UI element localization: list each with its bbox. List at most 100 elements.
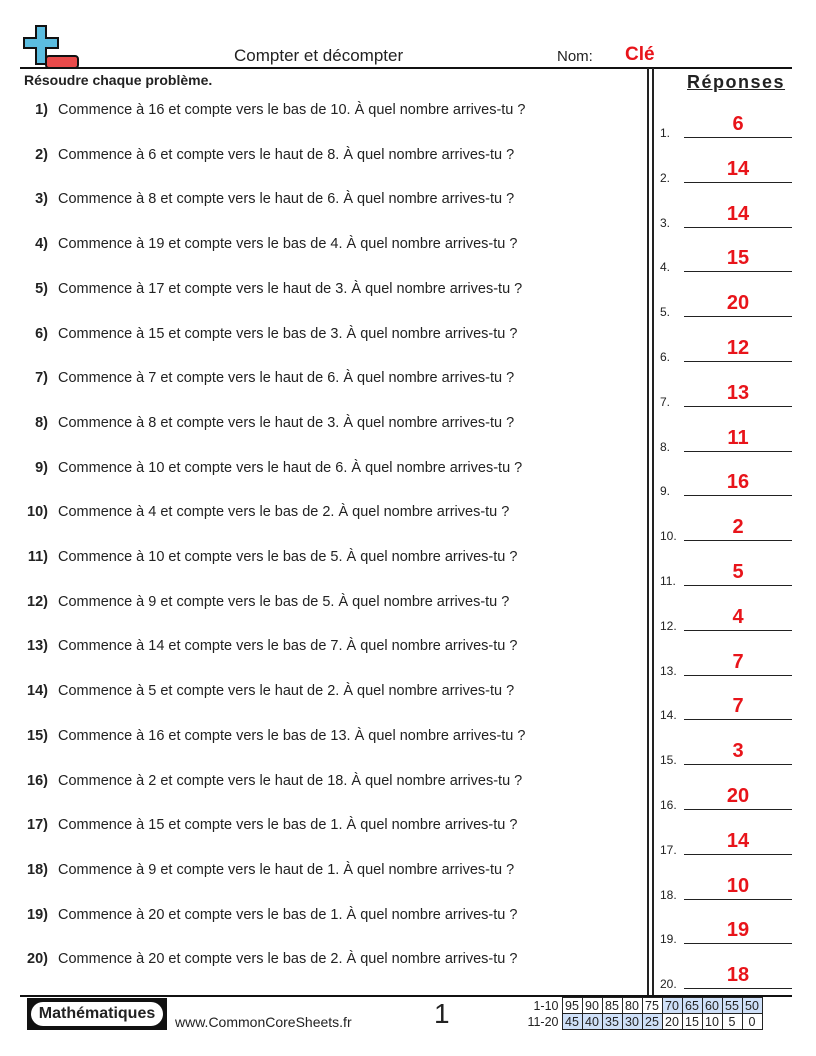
score-cell: 0 bbox=[741, 1013, 763, 1030]
column-divider bbox=[652, 68, 654, 996]
answer-item: 2. 14 bbox=[660, 158, 792, 185]
score-cell: 80 bbox=[621, 997, 643, 1014]
answer-value: 12 bbox=[726, 337, 750, 359]
score-row-label: 11-20 bbox=[527, 1014, 559, 1029]
answer-item: 4. 15 bbox=[660, 247, 792, 275]
score-cell: 50 bbox=[741, 997, 763, 1014]
score-row: 11-20 45 40 35 30 25 20 15 10 5 0 bbox=[524, 1013, 763, 1030]
answer-line bbox=[684, 629, 792, 631]
score-cell: 25 bbox=[641, 1013, 663, 1030]
answer-value: 5 bbox=[732, 561, 744, 583]
problem-text: Commence à 20 et compte vers le bas de 2… bbox=[58, 951, 518, 968]
name-value: Clé bbox=[625, 44, 655, 65]
problem-number: 12) bbox=[27, 593, 48, 610]
answer-number: 8. bbox=[660, 439, 671, 454]
subject-badge: Mathématiques bbox=[27, 998, 167, 1030]
problem-number: 9) bbox=[35, 459, 48, 476]
score-cell: 65 bbox=[681, 997, 703, 1014]
answer-line bbox=[684, 943, 792, 945]
problem-number: 15) bbox=[27, 727, 48, 744]
score-cell: 10 bbox=[701, 1013, 723, 1030]
score-cell: 55 bbox=[721, 997, 743, 1014]
problem-text: Commence à 15 et compte vers le bas de 3… bbox=[58, 325, 518, 342]
answer-line bbox=[684, 719, 792, 721]
problem-text: Commence à 9 et compte vers le haut de 1… bbox=[58, 861, 515, 878]
answer-number: 11. bbox=[660, 574, 676, 588]
problem-number: 16) bbox=[27, 772, 48, 789]
problem-text: Commence à 10 et compte vers le bas de 5… bbox=[58, 549, 518, 565]
problem-number: 10) bbox=[27, 504, 48, 521]
score-row-label: 1-10 bbox=[533, 998, 559, 1013]
answer-value: 19 bbox=[726, 919, 750, 942]
answer-number: 15. bbox=[660, 753, 677, 768]
answer-item: 6. 12 bbox=[660, 337, 792, 364]
answer-value: 10 bbox=[726, 874, 750, 897]
answer-value: 20 bbox=[726, 292, 750, 315]
score-cell: 70 bbox=[661, 997, 683, 1014]
score-cell: 35 bbox=[601, 1013, 623, 1030]
answer-item: 1. 6 bbox=[660, 113, 792, 140]
answer-number: 12. bbox=[660, 618, 677, 633]
problem-number: 2) bbox=[35, 146, 48, 163]
problem-number: 1) bbox=[35, 102, 48, 118]
answer-item: 13. 7 bbox=[660, 650, 792, 678]
answer-item: 11. 5 bbox=[660, 561, 792, 588]
answer-item: 3. 14 bbox=[660, 202, 792, 230]
answer-value: 2 bbox=[732, 516, 744, 539]
answer-item: 9. 16 bbox=[660, 471, 792, 498]
answer-number: 2. bbox=[660, 170, 671, 185]
answer-value: 7 bbox=[732, 650, 744, 673]
answer-value: 4 bbox=[732, 605, 744, 628]
answer-number: 19. bbox=[660, 932, 677, 947]
answer-item: 19. 19 bbox=[660, 919, 792, 947]
answer-line bbox=[684, 898, 792, 900]
problem-item: 14) Commence à 5 et compte vers le haut d… bbox=[0, 683, 514, 699]
answer-number: 10. bbox=[660, 529, 677, 544]
score-row: 1-10 95 90 85 80 75 70 65 60 55 50 bbox=[524, 997, 763, 1014]
problem-text: Commence à 8 et compte vers le haut de 6… bbox=[58, 191, 515, 208]
answer-line bbox=[684, 181, 792, 183]
answer-line bbox=[684, 316, 792, 318]
header-divider bbox=[20, 67, 792, 69]
problem-text: Commence à 10 et compte vers le haut de … bbox=[58, 459, 523, 476]
answer-line bbox=[684, 674, 792, 676]
answer-value: 13 bbox=[726, 381, 750, 404]
answer-value: 14 bbox=[726, 829, 750, 852]
problem-item: 20) Commence à 20 et compte vers le bas d… bbox=[0, 951, 517, 967]
answer-number: 7. bbox=[660, 394, 671, 409]
answer-item: 8. 11 bbox=[660, 427, 792, 454]
score-cell: 90 bbox=[581, 997, 603, 1014]
answer-line bbox=[684, 988, 792, 990]
answer-line bbox=[684, 226, 792, 228]
problem-number: 20) bbox=[27, 951, 48, 968]
answer-item: 7. 13 bbox=[660, 381, 792, 409]
answer-value: 20 bbox=[726, 785, 750, 807]
problem-item: 5) Commence à 17 et compte vers le haut d… bbox=[0, 281, 522, 297]
answer-number: 6. bbox=[660, 350, 671, 364]
problem-item: 17) Commence à 15 et compte vers le bas d… bbox=[0, 817, 517, 833]
problem-text: Commence à 4 et compte vers le bas de 2.… bbox=[58, 504, 510, 521]
answer-value: 14 bbox=[726, 202, 750, 225]
problem-text: Commence à 5 et compte vers le haut de 2… bbox=[58, 683, 515, 700]
problem-number: 6) bbox=[35, 325, 48, 342]
answer-number: 18. bbox=[660, 887, 677, 902]
answer-item: 16. 20 bbox=[660, 785, 792, 812]
answer-value: 18 bbox=[726, 964, 750, 987]
score-cell: 20 bbox=[661, 1013, 683, 1030]
problem-text: Commence à 19 et compte vers le bas de 4… bbox=[58, 236, 518, 253]
problem-number: 5) bbox=[35, 280, 48, 297]
answer-line bbox=[684, 137, 792, 138]
score-table: 1-10 95 90 85 80 75 70 65 60 55 50 11-20 45 40 35 30 25 2… bbox=[524, 997, 763, 1030]
problem-number: 14) bbox=[27, 683, 48, 700]
problem-item: 2) Commence à 6 et compte vers le haut de… bbox=[0, 147, 514, 163]
answer-line bbox=[684, 271, 792, 273]
problem-item: 13) Commence à 14 et compte vers le bas d… bbox=[0, 638, 517, 654]
instructions: Résoudre chaque problème. bbox=[24, 72, 213, 88]
answer-line bbox=[684, 540, 792, 542]
name-label: Nom: bbox=[557, 48, 593, 65]
problem-text: Commence à 9 et compte vers le bas de 5.… bbox=[58, 593, 510, 610]
answer-item: 10. 2 bbox=[660, 516, 792, 544]
problem-number: 17) bbox=[27, 817, 48, 834]
answer-line bbox=[684, 405, 792, 407]
answer-number: 4. bbox=[660, 260, 671, 275]
